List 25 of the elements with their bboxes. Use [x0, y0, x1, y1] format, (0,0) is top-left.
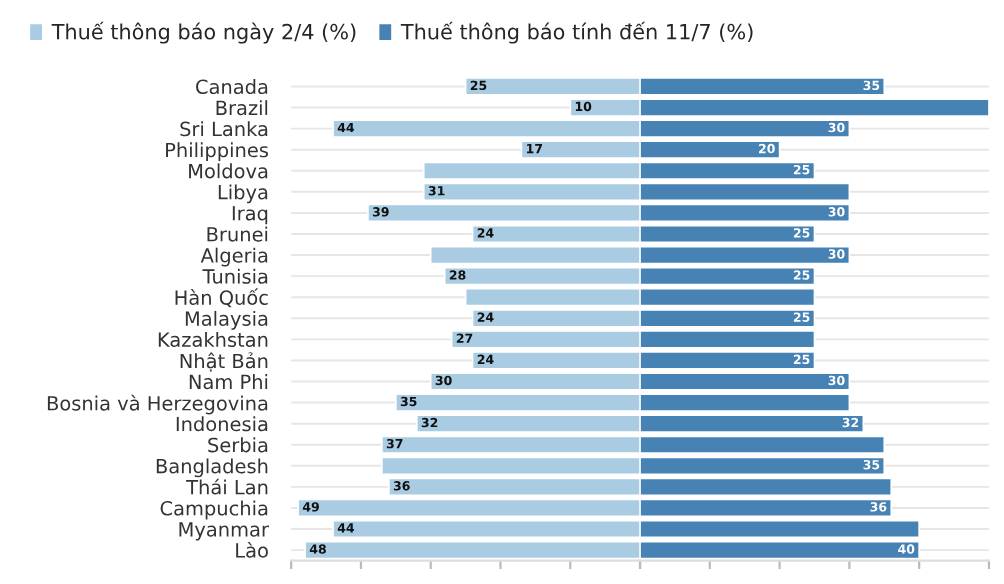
y-tick-label: Thái Lan — [186, 478, 268, 495]
y-tick-label: Canada — [196, 79, 268, 95]
legend-label: Thuế thông báo tính đến 11/7 (%) — [400, 21, 753, 44]
y-tick-label: Iraq — [232, 206, 268, 225]
y-tick-label: Campuchia — [160, 500, 268, 520]
y-tick-label: Bosnia và Herzegovina — [47, 394, 268, 415]
y-tick-label: Moldova — [189, 163, 268, 179]
y-tick-label: Brazil — [216, 100, 268, 116]
y-tick-label: Hàn Quốc — [175, 288, 268, 308]
y-tick-label: Nam Phi — [189, 374, 268, 390]
y-tick-label: Nhật Bản — [180, 352, 268, 372]
y-tick-label: Bangladesh — [156, 458, 268, 478]
y-tick-label: Sri Lanka — [180, 121, 268, 137]
y-tick-label: Indonesia — [176, 416, 268, 432]
y-tick-label: Tunisia — [202, 268, 268, 284]
y-tick-label: Kazakhstan — [158, 331, 268, 348]
legend-label: Thuế thông báo ngày 2/4 (%) — [51, 21, 356, 44]
y-tick-label: Lào — [236, 541, 268, 558]
y-tick-label: Algeria — [200, 247, 268, 267]
y-tick-label: Brunei — [207, 226, 268, 242]
y-tick-label: Serbia — [208, 437, 268, 453]
y-tick-label: Philippines — [166, 142, 268, 162]
y-tick-label: Libya — [218, 184, 268, 204]
y-tick-label: Malaysia — [185, 310, 268, 330]
y-tick-label: Myanmar — [179, 522, 269, 541]
